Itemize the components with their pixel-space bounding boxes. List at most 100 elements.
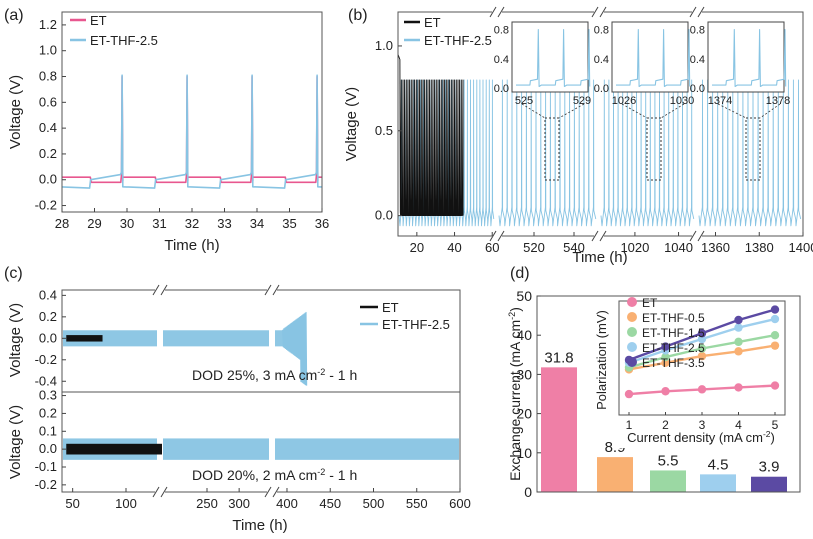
y-tick-label: 0.0: [375, 208, 393, 223]
series-et-line: [398, 54, 464, 217]
y-tick-label: -0.1: [35, 459, 57, 474]
panel-c-upper-plot: [63, 311, 308, 386]
y-tick-label: 0.4: [39, 120, 57, 135]
y-tick-label: 1.0: [375, 38, 393, 53]
x-tick-label: 35: [282, 216, 296, 231]
axis-break-bottom-1-slash-b: [599, 230, 607, 242]
axis-break-bottom-1: [591, 229, 607, 243]
inset-point: [734, 383, 743, 392]
axis-break-top-2-slash-b: [697, 6, 705, 18]
y-tick-label: -0.2: [35, 352, 57, 367]
bar-et: [541, 367, 577, 492]
y-tick-label: 0.2: [39, 405, 57, 420]
x-tick-label: 500: [363, 496, 385, 511]
x-tick-label: 1020: [620, 240, 649, 255]
axis-break-top-1-slash-b: [599, 6, 607, 18]
axis-break-bottom-0-slash-a: [152, 486, 160, 498]
inset-legend-label: ET-THF-0.5: [642, 311, 705, 325]
axis-break-top-0-slash-a: [489, 6, 497, 18]
inset-x-tick-label: 3: [699, 418, 706, 432]
inset-point: [697, 344, 707, 353]
y-tick-label: 0.4: [39, 287, 57, 302]
inset-point: [770, 341, 780, 350]
legend-label-et: ET: [90, 13, 107, 28]
inset-x-tick-label: 1026: [612, 95, 636, 107]
axis-break-top-0: [489, 5, 505, 19]
inset-point: [661, 387, 670, 396]
inset-y-tick-label: 0.0: [594, 83, 609, 95]
inset-x-tick-label: 1374: [708, 95, 732, 107]
panel-a-label: (a): [4, 7, 24, 24]
annotation-dod-25: DOD 25%, 3 mA cm-2 - 1 h: [192, 367, 357, 383]
x-tick-label: 32: [185, 216, 199, 231]
inset-frame-1: [511, 21, 589, 93]
inset-y-tick-label: 0.4: [494, 54, 509, 66]
inset-y-tick-label: 0.8: [690, 25, 705, 37]
x-tick-label: 50: [65, 496, 79, 511]
y-tick-label: 1.0: [39, 43, 57, 58]
x-tick-label: 31: [152, 216, 166, 231]
panel-b-label: (b): [348, 7, 368, 24]
x-tick-label: 520: [523, 240, 545, 255]
inset-legend-marker: [627, 297, 637, 307]
inset-y-tick-label: 0.0: [494, 83, 509, 95]
panel-c-label: (c): [4, 265, 23, 282]
bar-et-thf-1-5: [650, 470, 686, 492]
zoom-connector-left: [621, 103, 648, 119]
inset-point: [661, 352, 670, 362]
y-axis-label: Exchange current (mA cm-2): [507, 307, 523, 481]
axis-break-bottom-0-slash-b: [497, 230, 505, 242]
y-axis-label-upper: Voltage (V): [7, 303, 24, 377]
x-tick-label: 40: [447, 240, 461, 255]
inset-legend-label: ET-THF-1.5: [642, 326, 705, 340]
axis-break-bottom-1-gap: [594, 229, 604, 243]
axis-break-top-0-gap: [155, 283, 165, 297]
axis-break-top-2-slash-a: [689, 6, 697, 18]
inset-x-tick-label: 525: [515, 95, 533, 107]
panel-d-frame: [536, 295, 801, 493]
inset-point: [697, 351, 707, 361]
bar-value-label: 5.5: [658, 452, 679, 469]
x-tick-label: 29: [87, 216, 101, 231]
x-tick-label: 20: [410, 240, 424, 255]
x-tick-label: 28: [55, 216, 69, 231]
x-tick-label: 540: [563, 240, 585, 255]
y-tick-label: 0: [524, 484, 532, 500]
axis-break-bottom-0: [489, 229, 505, 243]
inset-frame-2: [611, 21, 689, 93]
axis-break-top-1: [591, 5, 607, 19]
axis-break-bottom-2-slash-a: [689, 230, 697, 242]
axis-break-bottom-1: [264, 485, 280, 499]
axis-break-top-1: [264, 283, 280, 297]
inset-line-2: [616, 29, 691, 88]
bar-value-label: 3.9: [759, 459, 780, 476]
x-tick-label: 300: [228, 496, 250, 511]
series-et-thf-2-5-line: [62, 74, 322, 189]
inset-y-tick-label: 0.4: [594, 54, 609, 66]
zoom-connector-right: [759, 103, 781, 119]
inset-legend-marker: [627, 357, 637, 367]
inset-point: [697, 329, 707, 338]
inset-x-tick-label: 1378: [766, 95, 790, 107]
zoom-connector-left: [521, 103, 546, 119]
y-tick-label: 0.5: [375, 123, 393, 138]
panel-d-label: (d): [510, 265, 530, 282]
y-tick-label: 0.2: [39, 309, 57, 324]
inset-point: [734, 337, 743, 347]
axis-break-top-0-slash-a: [152, 284, 160, 296]
y-tick-label: 0.8: [39, 69, 57, 84]
y-tick-label: 0.0: [39, 441, 57, 456]
x-tick-label: 250: [196, 496, 218, 511]
axis-break-top-0: [152, 283, 168, 297]
inset-point: [734, 323, 743, 332]
annotation-dod-20: DOD 20%, 2 mA cm-2 - 1 h: [192, 467, 357, 483]
inset-point: [734, 347, 743, 356]
series-et-thf-2-5-band: [63, 330, 157, 347]
series-et-line: [62, 75, 322, 184]
y-tick-label: 1.2: [39, 17, 57, 32]
x-tick-label: 1040: [664, 240, 693, 255]
legend-label-et-thf-2-5: ET-THF-2.5: [90, 33, 158, 48]
bar-et-thf-3-5: [751, 476, 787, 492]
y-tick-label: 30: [516, 366, 532, 382]
